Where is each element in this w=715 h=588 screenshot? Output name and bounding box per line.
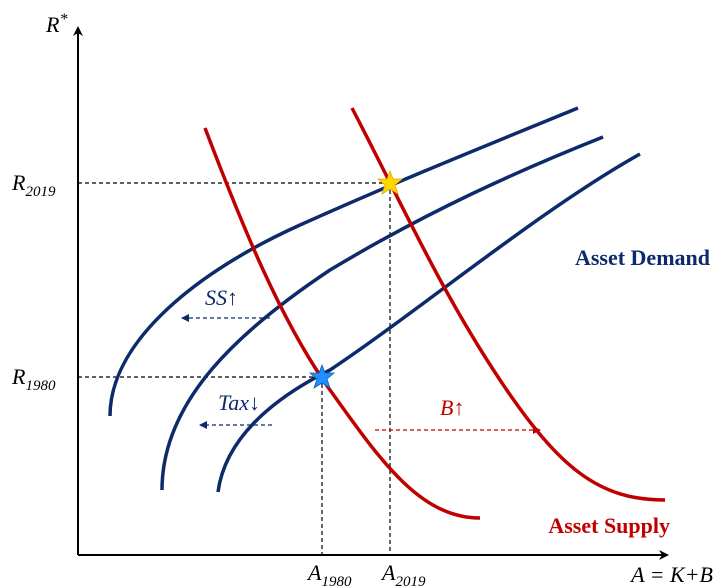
guides	[78, 182, 391, 555]
demand-curve	[108, 106, 579, 417]
x-axis-label: A = K+B	[629, 562, 713, 587]
tax-shift-label: Tax↓	[218, 390, 260, 415]
y-tick-label: R1980	[11, 364, 56, 394]
label-sup: *	[59, 11, 67, 28]
label-sub: 2019	[25, 184, 56, 200]
demand-label: Asset Demand	[575, 245, 710, 270]
supply-curve	[203, 127, 481, 520]
x-tick-label: A2019	[380, 560, 426, 588]
savings-shift-label: SS↑	[205, 285, 238, 310]
supply-curves	[203, 107, 666, 520]
label-sub: 1980	[25, 378, 56, 394]
demand-curves	[108, 106, 641, 493]
label-base: R	[11, 170, 26, 195]
y-axis-label: R*	[45, 11, 67, 37]
y-tick-label: R2019	[11, 170, 56, 200]
label-base: A	[306, 560, 322, 585]
supply-label: Asset Supply	[548, 513, 670, 538]
debt-shift-label: B↑	[440, 395, 464, 420]
label-sub: 1980	[321, 574, 352, 588]
label-base: R	[45, 12, 60, 37]
equilibrium-star-2019	[376, 169, 404, 195]
label-sub: 2019	[395, 574, 426, 588]
x-tick-label: A1980	[306, 560, 352, 588]
demand-curve	[160, 135, 604, 491]
equilibrium-star-1980	[308, 363, 336, 389]
label-base: A	[380, 560, 396, 585]
label-base: R	[11, 364, 26, 389]
demand-curve	[216, 152, 641, 493]
